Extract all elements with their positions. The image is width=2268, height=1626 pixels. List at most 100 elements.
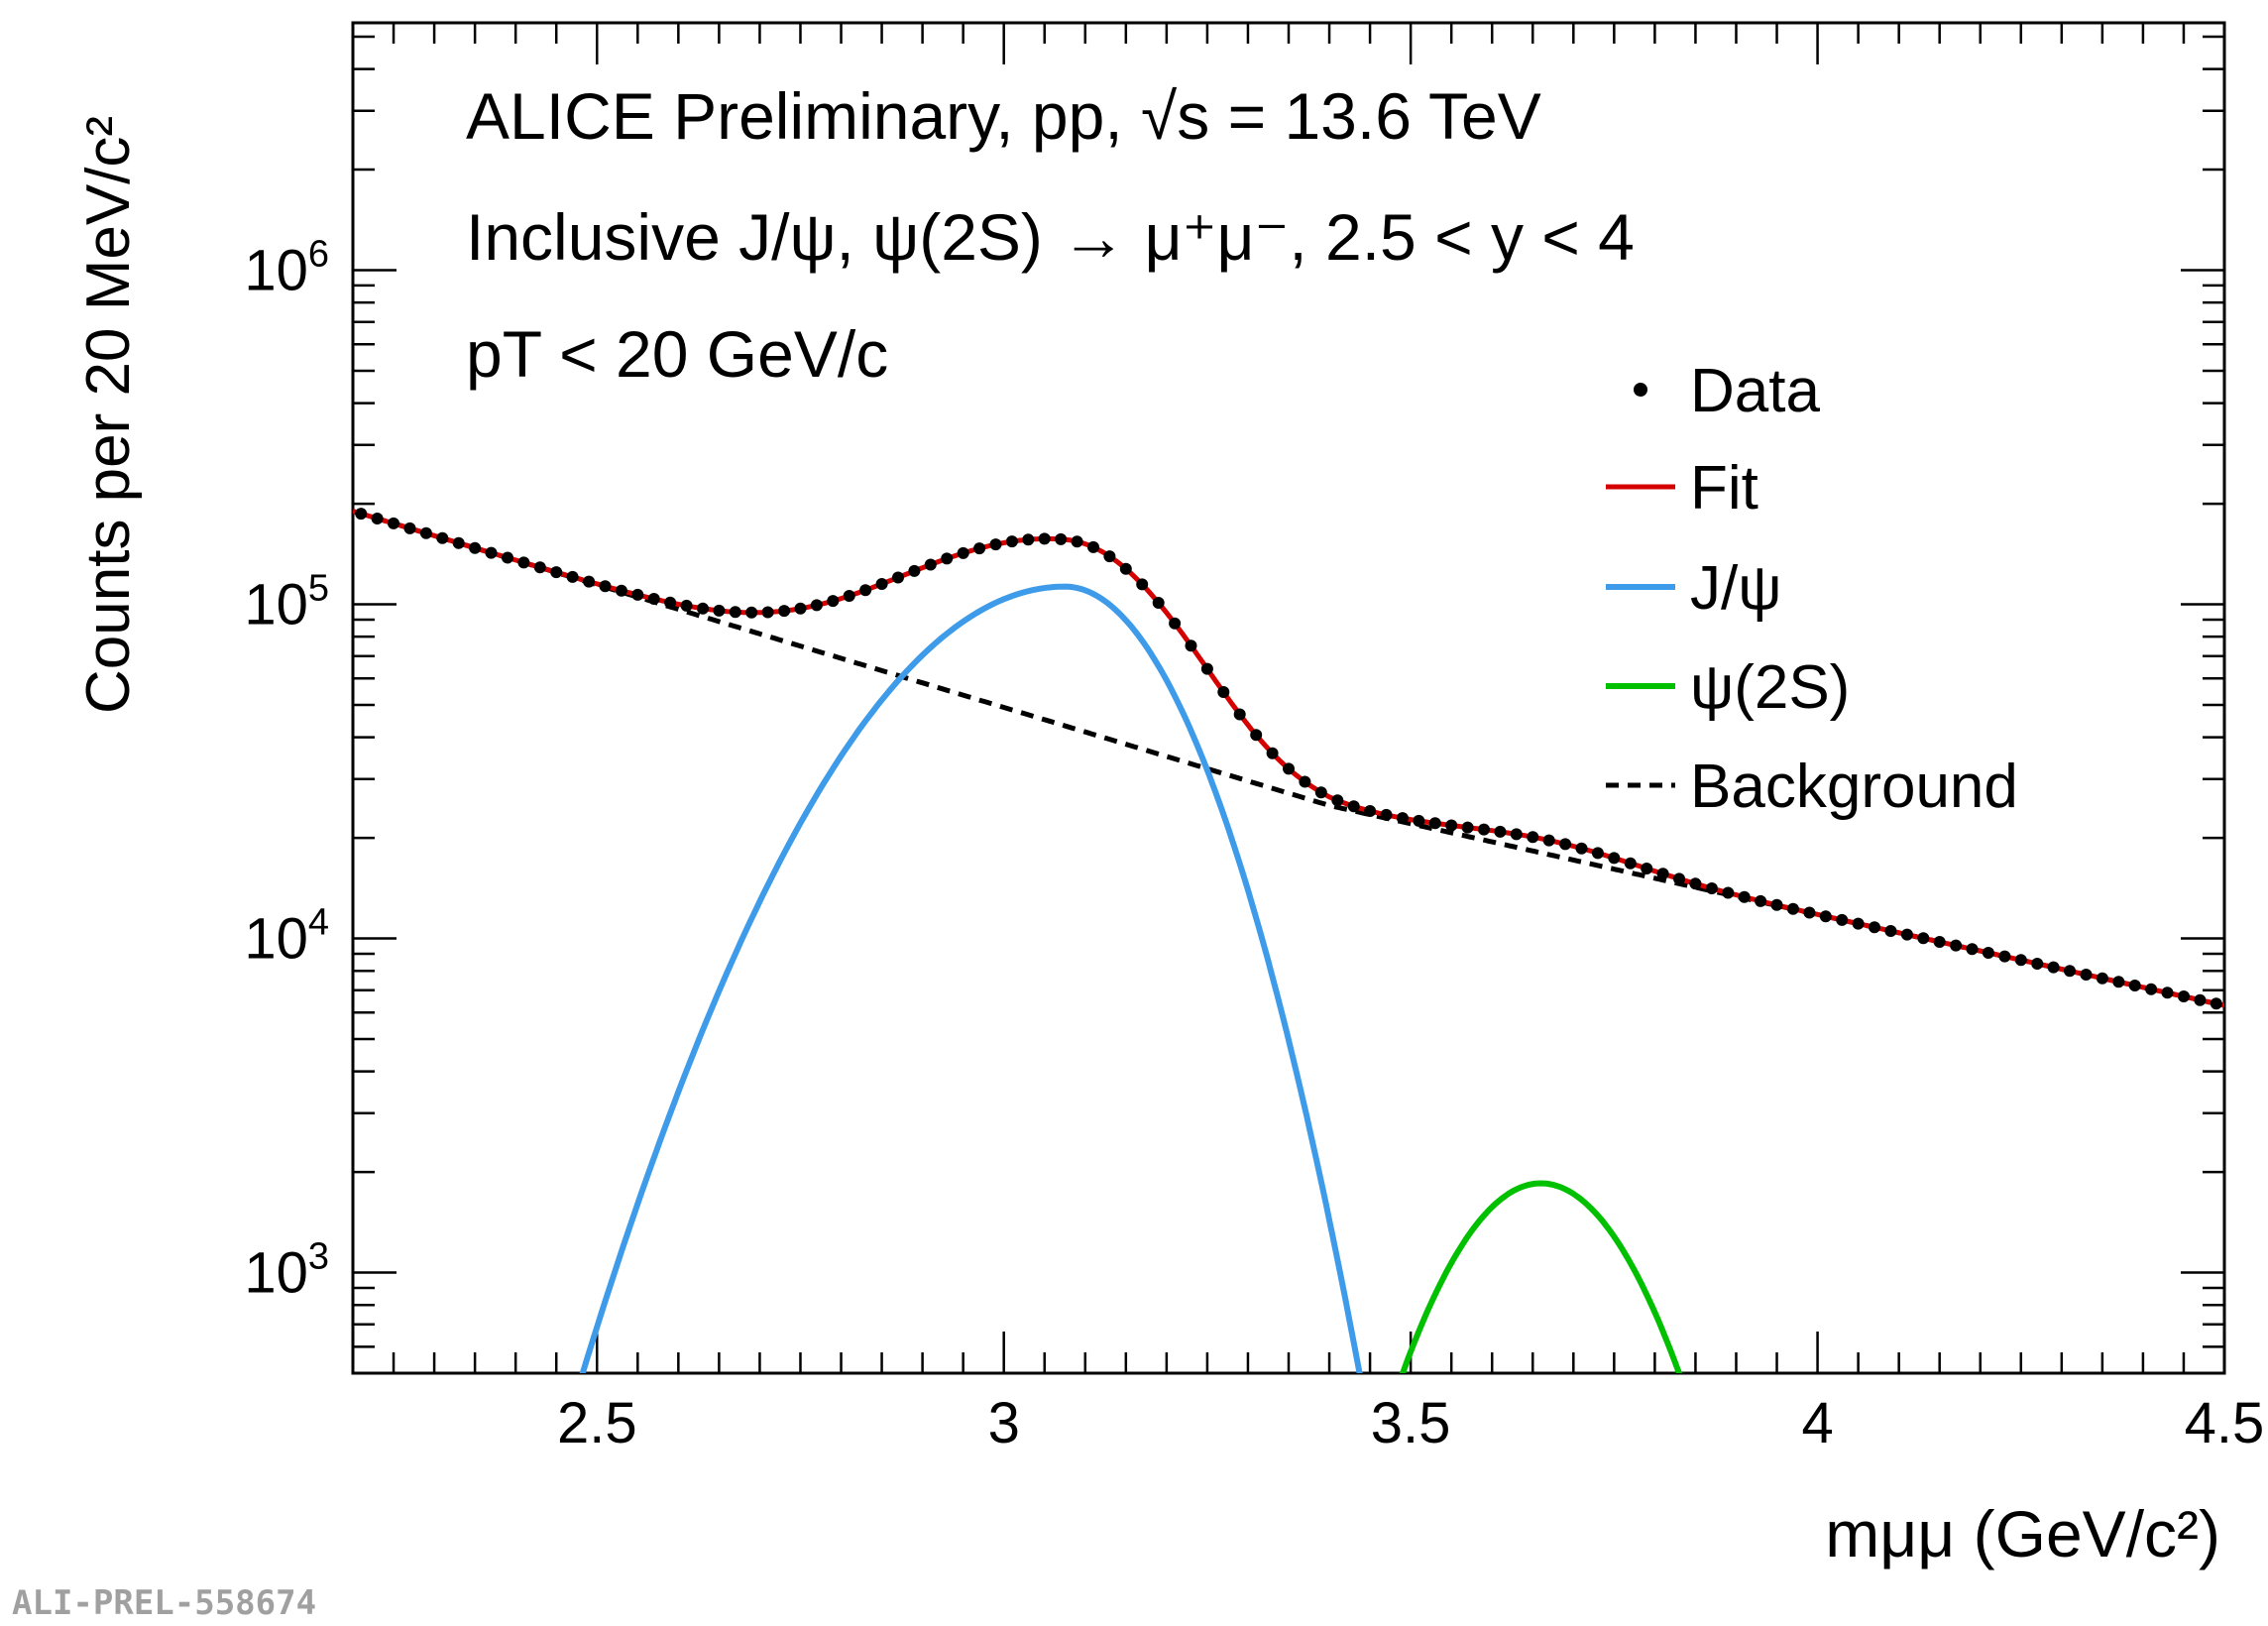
data-point bbox=[1738, 890, 1751, 903]
data-point bbox=[1299, 775, 1311, 788]
data-point bbox=[1884, 925, 1897, 937]
data-point bbox=[452, 536, 465, 549]
data-point bbox=[436, 531, 449, 544]
legend-label-background: Background bbox=[1690, 753, 2018, 821]
data-point bbox=[2161, 987, 2174, 999]
data-point bbox=[1038, 532, 1051, 545]
data-point bbox=[713, 604, 726, 617]
data-point bbox=[2194, 993, 2207, 1006]
header-line-process: Inclusive J/ψ, ψ(2S) → μ⁺μ⁻, 2.5 < y < 4 bbox=[466, 200, 1635, 274]
data-point bbox=[1331, 794, 1344, 807]
data-point bbox=[1950, 939, 1963, 952]
data-point bbox=[1413, 814, 1425, 827]
x-tick-label: 4 bbox=[1801, 1391, 1833, 1455]
data-point bbox=[1689, 877, 1702, 890]
data-point bbox=[599, 580, 612, 593]
data-point bbox=[419, 526, 432, 539]
data-point bbox=[1705, 882, 1718, 894]
data-point bbox=[1852, 917, 1865, 930]
x-tick-label: 3.5 bbox=[1371, 1391, 1451, 1455]
header-line-kinematics: pT < 20 GeV/c bbox=[466, 317, 888, 391]
y-axis-title: Counts per 20 MeV/c² bbox=[74, 116, 143, 714]
data-point bbox=[2112, 976, 2125, 988]
data-point bbox=[810, 599, 823, 612]
legend-label-fit: Fit bbox=[1690, 454, 1758, 523]
data-point bbox=[875, 578, 888, 590]
data-point bbox=[941, 552, 954, 565]
figure-id-watermark: ALI-PREL-558674 bbox=[12, 1583, 316, 1623]
data-point bbox=[1478, 823, 1490, 836]
data-point bbox=[1087, 540, 1099, 553]
data-point bbox=[924, 558, 937, 571]
data-point bbox=[1982, 947, 1994, 959]
data-point bbox=[1869, 921, 1880, 934]
plot-header: ALICE Preliminary, pp, √s = 13.6 TeV Inc… bbox=[466, 79, 1635, 391]
data-point bbox=[1510, 828, 1523, 841]
data-point bbox=[1364, 805, 1377, 817]
data-points bbox=[355, 508, 2222, 1010]
data-point bbox=[1900, 928, 1913, 941]
data-point bbox=[859, 584, 872, 597]
data-point bbox=[485, 546, 498, 559]
data-point bbox=[1380, 808, 1393, 821]
data-point bbox=[989, 538, 1002, 551]
data-point bbox=[1103, 550, 1116, 563]
data-point bbox=[1005, 535, 1018, 548]
data-point bbox=[388, 517, 399, 529]
data-point bbox=[1770, 898, 1783, 911]
data-point bbox=[1527, 831, 1539, 844]
data-point bbox=[664, 596, 677, 609]
y-tick-label: 103 bbox=[244, 1236, 329, 1306]
data-point bbox=[2178, 990, 2190, 1002]
data-point bbox=[2014, 954, 2027, 967]
y-tick-label: 106 bbox=[244, 234, 329, 303]
data-point bbox=[403, 522, 416, 534]
data-point bbox=[1542, 834, 1555, 847]
data-point bbox=[647, 593, 660, 605]
legend-data-marker bbox=[1634, 383, 1647, 397]
data-point bbox=[1591, 847, 1604, 860]
data-point bbox=[1152, 597, 1165, 609]
data-point bbox=[745, 606, 758, 619]
legend-label-psi2s: ψ(2S) bbox=[1690, 653, 1850, 722]
data-point bbox=[2047, 961, 2060, 974]
data-point bbox=[550, 566, 563, 579]
data-point bbox=[2064, 965, 2076, 978]
data-point bbox=[1803, 906, 1816, 919]
data-point bbox=[631, 588, 644, 601]
data-point bbox=[502, 551, 513, 564]
data-point bbox=[1624, 857, 1637, 870]
data-point bbox=[778, 605, 791, 618]
data-point bbox=[1933, 936, 1946, 948]
data-point bbox=[1608, 852, 1621, 865]
data-point bbox=[1217, 686, 1230, 698]
data-point bbox=[1250, 729, 1263, 742]
data-point bbox=[1314, 786, 1327, 799]
legend-label-data: Data bbox=[1690, 357, 1820, 425]
x-tick-label: 3 bbox=[988, 1391, 1020, 1455]
data-point bbox=[1722, 886, 1735, 899]
data-point bbox=[1396, 812, 1409, 825]
data-point bbox=[1347, 800, 1360, 813]
data-point bbox=[973, 542, 986, 555]
legend-label-jpsi: J/ψ bbox=[1690, 554, 1781, 623]
data-point bbox=[843, 590, 855, 602]
data-point bbox=[1136, 578, 1149, 591]
data-point bbox=[533, 561, 546, 574]
data-point bbox=[1998, 950, 2011, 963]
data-point bbox=[1819, 910, 1832, 923]
data-point bbox=[1283, 762, 1295, 775]
data-point bbox=[1755, 894, 1767, 907]
data-point bbox=[1022, 533, 1035, 546]
data-point bbox=[1233, 708, 1246, 721]
x-tick-label: 4.5 bbox=[2185, 1391, 2265, 1455]
data-point bbox=[794, 602, 807, 615]
y-tick-label: 105 bbox=[244, 568, 329, 638]
data-point bbox=[2096, 972, 2108, 985]
data-point bbox=[469, 541, 482, 554]
axis-ticks bbox=[351, 23, 2226, 1375]
y-tick-labels: 106 105 104 103 bbox=[244, 234, 329, 1306]
data-point bbox=[2128, 980, 2141, 991]
data-point bbox=[729, 606, 741, 619]
